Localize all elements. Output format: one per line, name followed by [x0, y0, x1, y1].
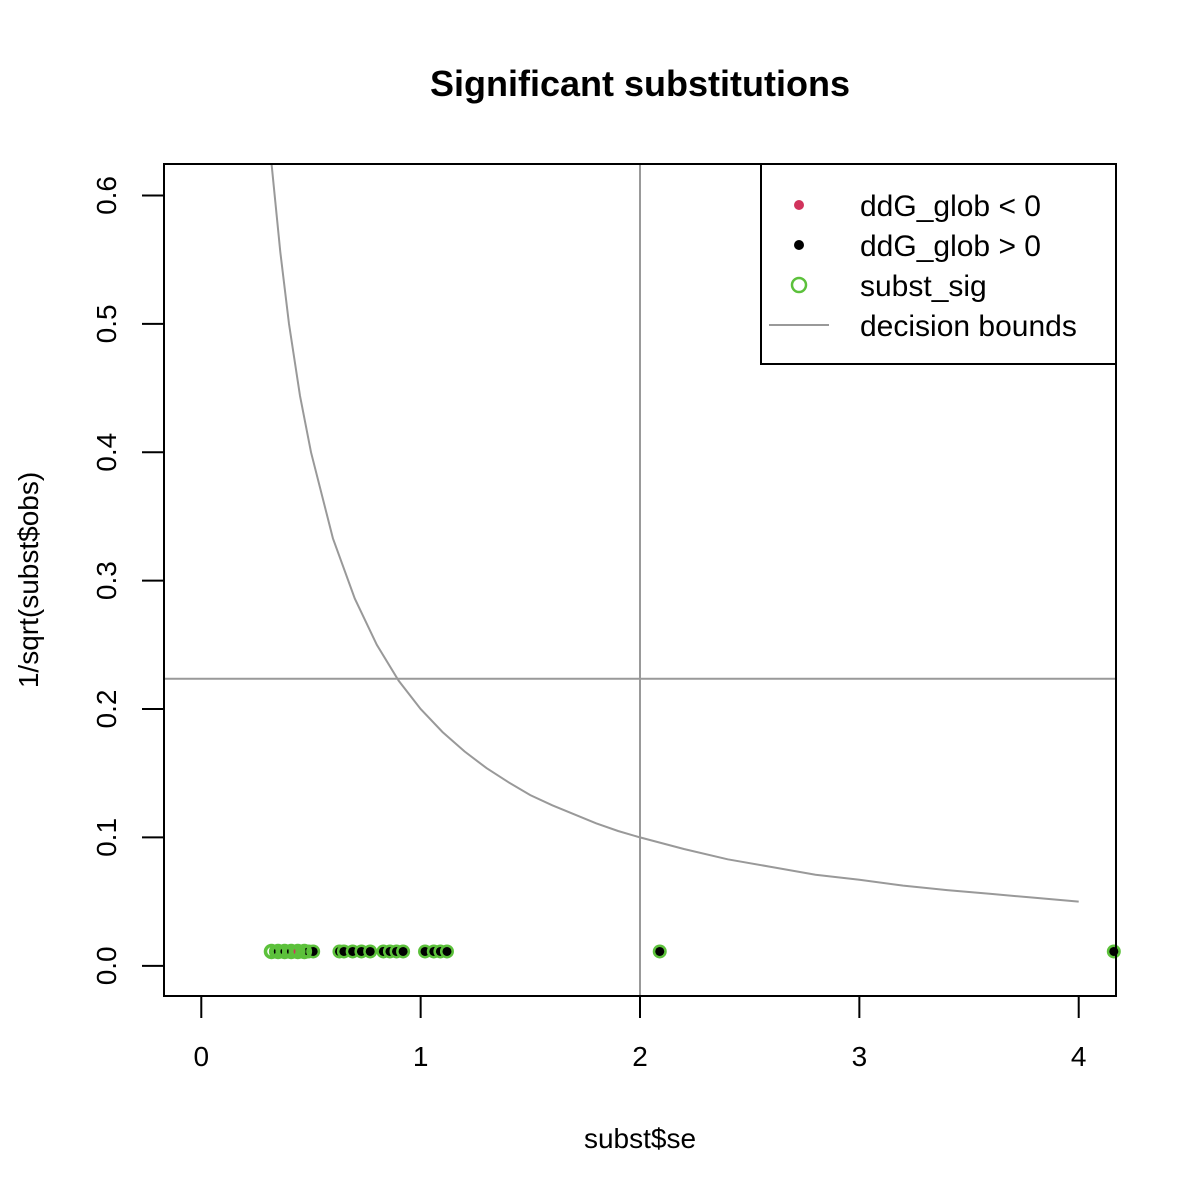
legend-label: ddG_glob < 0: [860, 190, 1041, 223]
legend-symbol-dot: [794, 240, 804, 250]
point-ddg-pos: [442, 946, 452, 956]
x-tick-label: 0: [194, 1041, 210, 1072]
legend-box: [760, 163, 1117, 365]
point-subst-sig: [296, 943, 313, 960]
point-ddg-pos: [398, 946, 408, 956]
legend-symbol-dot: [794, 200, 804, 210]
x-tick-label: 1: [413, 1041, 429, 1072]
y-axis: 0.0 0.1 0.2 0.3 0.4 0.5 0.6: [91, 176, 165, 985]
point-ddg-pos: [365, 946, 375, 956]
y-tick-label: 0.5: [91, 304, 122, 343]
y-axis-label: 1/sqrt(subst$obs): [13, 472, 44, 688]
decision-bounds: [164, 164, 1116, 996]
x-tick-label: 3: [852, 1041, 868, 1072]
data-points: [263, 943, 1121, 960]
legend-label: ddG_glob > 0: [860, 230, 1041, 263]
y-tick-label: 0.1: [91, 818, 122, 857]
x-tick-label: 4: [1071, 1041, 1087, 1072]
legend-symbol-circle: [790, 276, 808, 294]
chart-title: Significant substitutions: [430, 63, 850, 104]
point-subst-sig: [290, 943, 306, 960]
point-ddg-pos: [655, 946, 665, 956]
x-axis-label: subst$se: [584, 1123, 696, 1154]
x-tick-label: 2: [632, 1041, 648, 1072]
legend-label: decision bounds: [860, 310, 1077, 343]
decision-curve: [270, 164, 1079, 903]
y-tick-label: 0.3: [91, 561, 122, 600]
y-tick-label: 0.0: [91, 946, 122, 985]
legend: ddG_glob < 0 ddG_glob > 0 subst_sigdecisio…: [760, 163, 1117, 365]
legend-label: subst_sig: [860, 270, 987, 303]
y-tick-label: 0.4: [91, 433, 122, 472]
y-tick-label: 0.6: [91, 176, 122, 215]
x-axis: 0 1 2 3 4: [194, 995, 1087, 1072]
y-tick-label: 0.2: [91, 690, 122, 729]
